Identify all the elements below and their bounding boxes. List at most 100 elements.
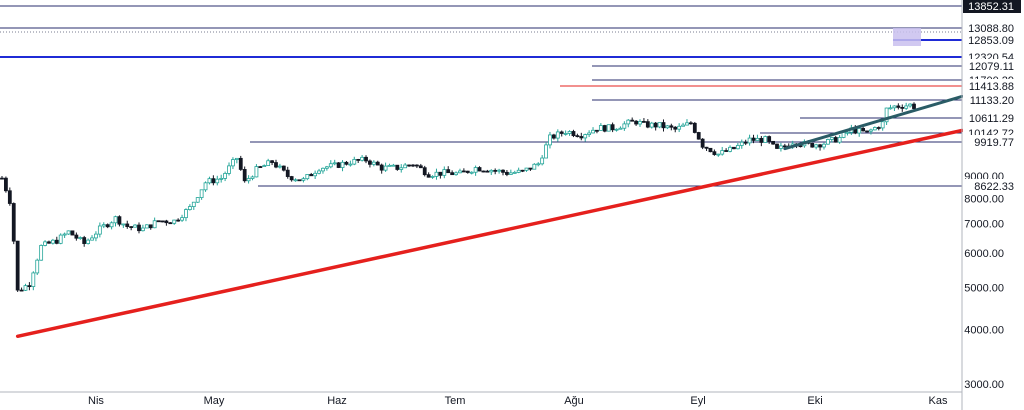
candle-body — [489, 169, 494, 173]
candle-body — [747, 137, 752, 144]
candle-body — [767, 136, 772, 142]
candle-body — [512, 171, 517, 174]
candle-body — [117, 216, 122, 225]
candle-body — [485, 170, 490, 173]
candle-body — [0, 177, 4, 180]
candle-body — [4, 177, 8, 192]
price-level-label-box — [963, 111, 1021, 125]
candle-body — [579, 136, 584, 139]
candle-body — [461, 170, 466, 173]
candle-body — [399, 167, 404, 170]
candle-body — [223, 173, 228, 179]
candle-body — [450, 172, 455, 176]
candle-body — [43, 241, 47, 246]
candle-body — [62, 233, 67, 236]
candle-body — [653, 122, 658, 128]
x-tick-label: May — [204, 395, 225, 407]
candle-body — [540, 157, 545, 165]
candle-body — [458, 170, 462, 174]
candle-body — [630, 119, 635, 122]
candle-body — [508, 172, 513, 175]
candle-body — [908, 103, 912, 107]
candle-body — [156, 220, 161, 223]
candle-body — [567, 131, 572, 134]
candle-body — [344, 161, 349, 165]
x-tick-label: Kas — [929, 395, 948, 407]
candle-body — [661, 122, 666, 129]
candle-body — [70, 230, 75, 236]
candle-body — [688, 122, 693, 125]
candle-body — [125, 223, 130, 227]
candle-body — [426, 174, 431, 178]
candle-body — [35, 259, 40, 274]
candle-body — [755, 137, 760, 141]
candle-body — [681, 124, 685, 127]
candle-body — [571, 131, 576, 137]
candle-body — [31, 272, 36, 287]
candle-body — [141, 227, 145, 232]
candle-body — [191, 201, 196, 207]
candle-body — [364, 156, 368, 162]
candle-body — [411, 164, 415, 167]
candle-body — [227, 165, 231, 174]
x-tick-label: Haz — [327, 395, 347, 407]
candle-body — [58, 234, 63, 244]
candle-body — [477, 167, 482, 172]
candle-body — [375, 161, 380, 166]
candle-body — [86, 239, 91, 244]
candle-body — [266, 160, 271, 166]
candle-body — [587, 132, 592, 135]
candle-body — [598, 125, 603, 131]
candle-body — [618, 127, 623, 130]
candle-body — [293, 179, 298, 182]
candle-body — [254, 166, 259, 178]
candle-body — [90, 237, 94, 241]
price-level-label-box — [963, 179, 1021, 193]
y-tick-label: 6000.00 — [964, 248, 1004, 260]
candle-body — [614, 128, 619, 131]
candle-body — [469, 171, 474, 174]
consolidation-zone — [893, 28, 921, 46]
candle-body — [27, 285, 32, 288]
candle-body — [638, 121, 642, 125]
candle-body — [544, 144, 548, 159]
candle-body — [771, 140, 775, 145]
candle-body — [775, 143, 779, 149]
candle-body — [215, 178, 220, 184]
candle-body — [610, 124, 615, 131]
candle-body — [242, 169, 247, 182]
candle-body — [892, 105, 897, 109]
candle-body — [759, 137, 764, 143]
candle-body — [82, 237, 87, 244]
candle-body — [289, 176, 294, 181]
candle-body — [152, 220, 157, 229]
candle-body — [735, 145, 740, 150]
candle-body — [872, 127, 877, 131]
candle-body — [262, 165, 267, 167]
candle-body — [172, 219, 177, 224]
candle-body — [720, 150, 725, 155]
candle-body — [7, 190, 12, 204]
candle-body — [97, 225, 102, 235]
candle-body — [211, 178, 216, 184]
candle-body — [712, 151, 717, 155]
candle-body — [434, 171, 439, 177]
candle-body — [23, 285, 28, 291]
price-level-label: 12079.11 — [969, 61, 1014, 73]
candle-body — [536, 163, 541, 166]
candle-body — [602, 125, 607, 132]
y-tick-label: 7000.00 — [964, 219, 1004, 231]
candle-body — [418, 165, 423, 169]
price-level-label-box — [963, 33, 1021, 47]
candle-body — [493, 169, 498, 172]
candle-body — [422, 167, 427, 176]
candle-body — [258, 166, 263, 168]
candle-body — [555, 131, 560, 139]
candle-body — [297, 179, 302, 182]
candle-body — [559, 131, 564, 134]
x-axis[interactable]: Nis May Haz Tem Ağu Eyl Eki Kas — [0, 391, 962, 407]
candle-body — [301, 178, 306, 181]
y-axis[interactable]: 3000.00 4000.00 5000.00 6000.00 7000.00 8000.… — [961, 0, 1021, 410]
candle-body — [47, 241, 51, 244]
